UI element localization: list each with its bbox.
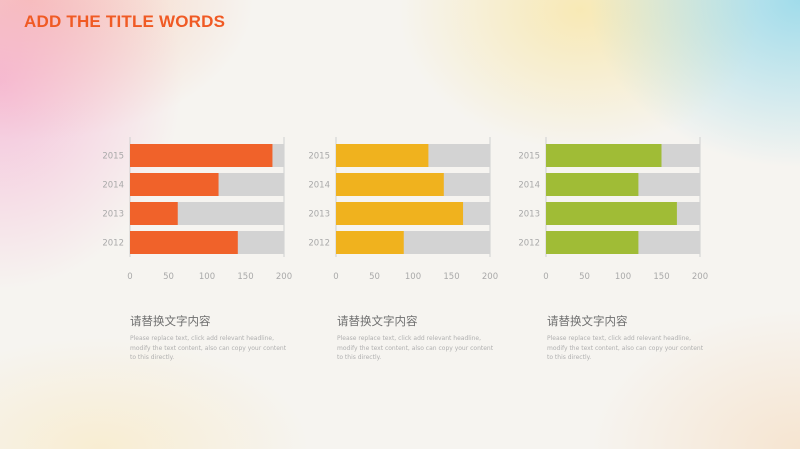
x-tick-label: 0 <box>543 272 548 282</box>
category-label: 2015 <box>308 152 330 162</box>
x-tick-label: 100 <box>615 272 631 282</box>
bar <box>130 231 238 254</box>
category-label: 2012 <box>518 239 540 249</box>
x-tick-label: 200 <box>482 272 498 282</box>
category-label: 2013 <box>518 210 540 220</box>
category-label: 2013 <box>102 210 124 220</box>
x-tick-label: 50 <box>163 272 174 282</box>
category-label: 2013 <box>308 210 330 220</box>
page-title: ADD THE TITLE WORDS <box>24 12 226 31</box>
description-heading: 请替换文字内容 <box>130 314 211 328</box>
x-tick-label: 150 <box>653 272 669 282</box>
description-block-2: 请替换文字内容 Please replace text, click add r… <box>337 313 497 363</box>
bar <box>336 144 429 167</box>
x-tick-label: 100 <box>405 272 421 282</box>
x-tick-label: 150 <box>443 272 459 282</box>
description-heading: 请替换文字内容 <box>337 314 418 328</box>
bar <box>336 202 464 225</box>
x-tick-label: 50 <box>579 272 590 282</box>
bar-chart-2: 2015 2014 2013 2012 0 50 100 150 200 <box>308 137 498 282</box>
x-tick-label: 0 <box>127 272 132 282</box>
category-label: 2012 <box>308 239 330 249</box>
bar <box>546 231 639 254</box>
description-body: Please replace text, click add relevant … <box>130 335 287 361</box>
category-label: 2014 <box>518 181 540 191</box>
category-label: 2014 <box>102 181 124 191</box>
bar-chart-3: 2015 2014 2013 2012 0 50 100 150 200 <box>518 137 708 282</box>
category-label: 2012 <box>102 239 124 249</box>
bar-chart-1: 2015 2014 2013 2012 0 50 100 150 200 <box>102 137 292 282</box>
bar <box>130 202 178 225</box>
bar <box>546 202 677 225</box>
bar <box>336 231 404 254</box>
bar <box>130 173 219 196</box>
bar <box>336 173 444 196</box>
x-tick-label: 150 <box>237 272 253 282</box>
category-label: 2015 <box>102 152 124 162</box>
bar <box>546 144 662 167</box>
bar <box>546 173 639 196</box>
category-label: 2015 <box>518 152 540 162</box>
x-tick-label: 200 <box>276 272 292 282</box>
description-heading: 请替换文字内容 <box>547 314 628 328</box>
description-body: Please replace text, click add relevant … <box>337 335 494 361</box>
bar <box>130 144 273 167</box>
description-block-1: 请替换文字内容 Please replace text, click add r… <box>130 313 290 363</box>
x-tick-label: 50 <box>369 272 380 282</box>
category-label: 2014 <box>308 181 330 191</box>
x-tick-label: 0 <box>333 272 338 282</box>
description-body: Please replace text, click add relevant … <box>547 335 704 361</box>
description-block-3: 请替换文字内容 Please replace text, click add r… <box>547 313 707 363</box>
x-tick-label: 100 <box>199 272 215 282</box>
x-tick-label: 200 <box>692 272 708 282</box>
